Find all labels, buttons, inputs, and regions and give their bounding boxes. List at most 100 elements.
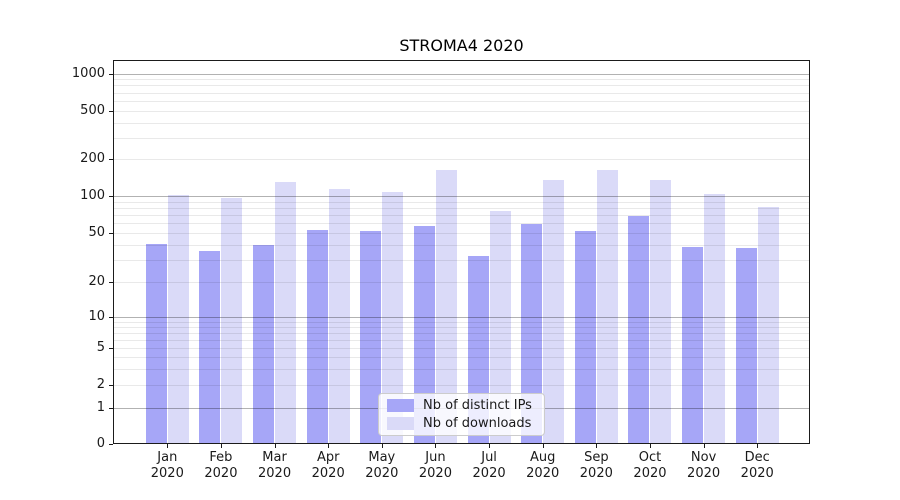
legend-item-downloads: Nb of downloads: [387, 416, 536, 431]
y-tick-label: 0: [96, 436, 105, 451]
x-tick-label-year: 2020: [526, 466, 560, 481]
bar-downloads: [543, 179, 565, 443]
legend-swatch-distinct-ips: [387, 399, 414, 412]
bar-distinct-ips: [413, 225, 435, 443]
gridline-minor: [114, 321, 809, 323]
x-tick-label: Sep 2020: [566, 450, 626, 482]
gridline-minor: [114, 207, 809, 209]
gridline-major: [114, 316, 809, 318]
x-tick-label-year: 2020: [740, 466, 774, 481]
gridline-major: [114, 73, 809, 75]
plot-area: [113, 60, 810, 444]
y-tick-mark: [109, 73, 113, 75]
x-tick-mark: [435, 444, 437, 448]
gridline-major: [114, 196, 809, 197]
y-tick-mark: [109, 407, 113, 409]
x-tick-mark: [649, 444, 651, 448]
y-tick-label: 1000: [71, 65, 105, 81]
x-tick-label-year: 2020: [365, 466, 399, 481]
y-tick-label: 50: [88, 224, 105, 240]
x-tick-label-year: 2020: [204, 466, 238, 481]
y-tick-label: 200: [80, 151, 105, 167]
gridline-minor: [114, 326, 809, 328]
legend-swatch-downloads: [387, 417, 414, 430]
x-tick-mark: [167, 444, 169, 448]
y-tick-mark: [109, 444, 113, 445]
y-tick-label: 5: [96, 340, 105, 356]
gridline-minor: [114, 244, 809, 246]
y-tick-mark: [109, 159, 113, 161]
x-tick-label: Jun 2020: [405, 450, 465, 482]
gridline-minor: [114, 332, 809, 334]
bar-distinct-ips: [574, 230, 596, 443]
x-tick-mark: [489, 444, 491, 448]
y-tick-mark: [109, 232, 113, 234]
x-tick-mark: [328, 444, 330, 448]
x-tick-label: Mar 2020: [245, 450, 305, 482]
bar-downloads: [650, 179, 672, 443]
y-tick-mark: [109, 196, 113, 197]
y-tick-mark: [109, 316, 113, 318]
legend-label-distinct-ips: Nb of distinct IPs: [423, 398, 532, 413]
y-tick-mark: [109, 110, 113, 112]
gridline-minor: [114, 348, 809, 350]
y-tick-label: 500: [80, 102, 105, 118]
bar-downloads: [382, 191, 404, 443]
gridline-minor: [114, 92, 809, 94]
chart-title: STROMA4 2020: [399, 36, 524, 55]
bar-downloads: [596, 169, 618, 443]
x-tick-label: Nov 2020: [674, 450, 734, 482]
bar-downloads: [435, 170, 457, 443]
legend: Nb of distinct IPs Nb of downloads: [378, 393, 545, 436]
bar-distinct-ips: [306, 229, 328, 443]
gridline-minor: [114, 368, 809, 370]
bar-downloads: [328, 189, 350, 443]
x-tick-label: Dec 2020: [727, 450, 787, 482]
bar-downloads: [221, 198, 243, 443]
bar-distinct-ips: [521, 223, 543, 443]
bar-distinct-ips: [682, 246, 704, 443]
bar-downloads: [275, 182, 297, 443]
x-tick-label: Feb 2020: [191, 450, 251, 482]
x-tick-label-year: 2020: [418, 466, 452, 481]
x-tick-mark: [757, 444, 759, 448]
gridline-minor: [114, 122, 809, 124]
bar-distinct-ips: [735, 248, 757, 443]
bar-distinct-ips: [628, 216, 650, 443]
gridline-minor: [114, 137, 809, 139]
x-tick-label: May 2020: [352, 450, 412, 482]
x-tick-mark: [542, 444, 544, 448]
gridline-minor: [114, 385, 809, 386]
y-tick-label: 20: [88, 274, 105, 290]
gridline-minor: [114, 214, 809, 216]
x-tick-label-year: 2020: [472, 466, 506, 481]
gridline-minor: [114, 201, 809, 203]
gridline-minor: [114, 100, 809, 102]
legend-label-downloads: Nb of downloads: [423, 416, 532, 431]
x-tick-label-year: 2020: [633, 466, 667, 481]
bar-distinct-ips: [253, 245, 275, 443]
y-tick-label: 1: [96, 399, 105, 415]
x-tick-label-year: 2020: [258, 466, 292, 481]
y-tick-mark: [109, 385, 113, 386]
y-tick-label: 2: [96, 377, 105, 392]
bar-distinct-ips: [145, 243, 167, 443]
legend-item-distinct-ips: Nb of distinct IPs: [387, 398, 536, 413]
bar-distinct-ips: [199, 251, 221, 443]
gridline-minor: [114, 85, 809, 87]
bar-downloads: [167, 195, 189, 443]
x-tick-label-year: 2020: [687, 466, 721, 481]
x-tick-label-year: 2020: [150, 466, 184, 481]
x-tick-label: Oct 2020: [620, 450, 680, 482]
x-tick-mark: [703, 444, 705, 448]
y-tick-mark: [109, 282, 113, 284]
x-tick-label: Aug 2020: [513, 450, 573, 482]
x-tick-label-year: 2020: [579, 466, 613, 481]
gridline-minor: [114, 260, 809, 262]
y-tick-mark: [109, 348, 113, 350]
gridline-minor: [114, 159, 809, 161]
bar-distinct-ips: [360, 230, 382, 443]
bar-downloads: [704, 193, 726, 443]
x-tick-mark: [274, 444, 276, 448]
